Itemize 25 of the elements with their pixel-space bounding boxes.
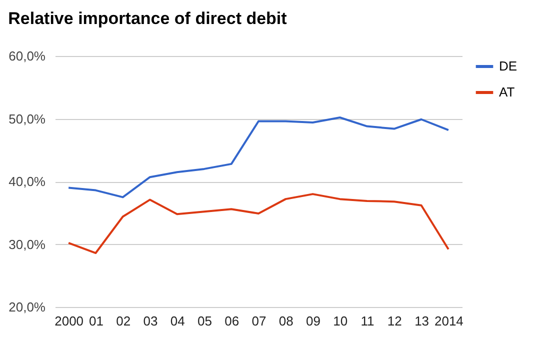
x-tick-label: 03 — [143, 314, 158, 328]
x-tick-label: 2000 — [54, 314, 84, 328]
legend-label: AT — [499, 84, 515, 100]
legend-label: DE — [499, 58, 518, 74]
y-tick-label: 60,0% — [8, 48, 46, 64]
x-tick-label: 07 — [252, 314, 266, 328]
x-tick-label: 2014 — [434, 314, 464, 328]
x-tick-label: 08 — [278, 314, 294, 328]
x-tick-label: 05 — [198, 314, 212, 328]
y-tick-label: 20,0% — [8, 300, 46, 314]
y-tick-label: 50,0% — [8, 111, 46, 126]
y-tick-label: 30,0% — [8, 236, 46, 252]
x-tick-label: 10 — [333, 314, 348, 328]
x-tick-label: 06 — [224, 314, 240, 328]
line-series — [68, 193, 450, 254]
x-tick-label: 12 — [387, 314, 402, 328]
line-series — [68, 116, 450, 198]
x-tick-label: 02 — [116, 314, 131, 328]
x-tick-label: 01 — [88, 314, 104, 328]
y-tick-label: 40,0% — [8, 174, 46, 189]
x-tick-label: 11 — [360, 314, 374, 328]
chart-title: Relative importance of direct debit — [8, 9, 288, 28]
x-tick-label: 04 — [170, 314, 185, 328]
x-tick-label: 13 — [414, 314, 430, 328]
x-tick-label: 09 — [306, 314, 320, 328]
